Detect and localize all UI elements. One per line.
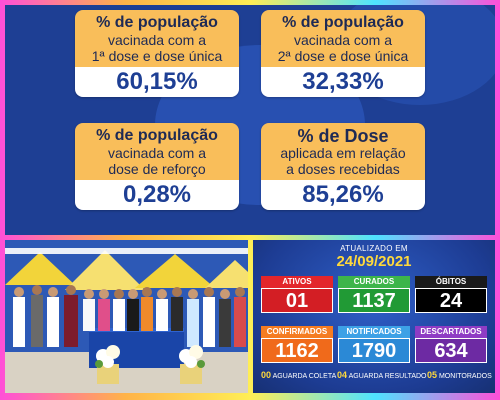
tile-confirmados: CONFIRMADOS 1162: [261, 326, 333, 363]
card-heading: % de Dose: [297, 126, 389, 146]
tile-label: ÓBITOS: [415, 276, 487, 288]
card-line: 2ª dose e dose única: [277, 48, 409, 64]
card-heading: % de população: [96, 127, 218, 144]
footer-text: AGUARDA RESULTADO: [348, 373, 427, 380]
updated-label: ATUALIZADO EM: [340, 244, 408, 253]
footer-text: MONITORADOS: [438, 373, 492, 380]
card-line: 1ª dose e dose única: [91, 48, 223, 64]
footer-text: AGUARDA COLETA: [272, 373, 337, 380]
tile-value: 01: [261, 288, 333, 313]
card-line: a doses recebidas: [286, 161, 400, 177]
tile-label: CONFIRMADOS: [261, 326, 333, 338]
footer-count: 00: [261, 370, 272, 380]
card-line: aplicada em relação: [280, 145, 406, 161]
tile-obitos: ÓBITOS 24: [415, 276, 487, 313]
footer-count: 04: [337, 370, 348, 380]
tile-notificados: NOTIFICADOS 1790: [338, 326, 410, 363]
card-value: 0,28%: [75, 180, 239, 210]
tile-curados: CURADOS 1137: [338, 276, 410, 313]
tile-label: NOTIFICADOS: [338, 326, 410, 338]
group-photo: [5, 240, 248, 393]
tile-descartados: DESCARTADOS 634: [415, 326, 487, 363]
tile-label: ATIVOS: [261, 276, 333, 288]
vaccination-stats-panel: % de população vacinada com a 1ª dose e …: [5, 5, 495, 235]
footer-monitorados: 05 MONITORADOS: [427, 370, 492, 380]
card-heading: % de população: [96, 14, 218, 31]
stat-card-second-dose: % de população vacinada com a 2ª dose e …: [261, 10, 425, 97]
group-photo-illustration: [5, 240, 248, 393]
tile-label: CURADOS: [338, 276, 410, 288]
stat-card-doses-applied: % de Dose aplicada em relação a doses re…: [261, 123, 425, 210]
tile-value: 1162: [261, 338, 333, 363]
card-line: vacinada com a: [107, 145, 207, 161]
tile-value: 24: [415, 288, 487, 313]
tile-value: 1790: [338, 338, 410, 363]
tile-value: 634: [415, 338, 487, 363]
footer-aguarda-resultado: 04 AGUARDA RESULTADO: [337, 370, 427, 380]
update-date: 24/09/2021: [336, 253, 412, 270]
stat-card-booster-dose: % de população vacinada com a dose de re…: [75, 123, 239, 210]
card-heading: % de população: [282, 14, 404, 31]
footer-count: 05: [427, 370, 438, 380]
stat-card-first-dose: % de população vacinada com a 1ª dose e …: [75, 10, 239, 97]
tile-label: DESCARTADOS: [415, 326, 487, 338]
covid-bulletin: ATUALIZADO EM 24/09/2021 ATIVOS 01 CURAD…: [253, 240, 495, 393]
card-line: dose de reforço: [108, 161, 206, 177]
card-value: 60,15%: [75, 67, 239, 97]
tile-value: 1137: [338, 288, 410, 313]
card-value: 85,26%: [261, 180, 425, 210]
card-line: vacinada com a: [107, 32, 207, 48]
card-line: vacinada com a: [293, 32, 393, 48]
tile-ativos: ATIVOS 01: [261, 276, 333, 313]
footer-aguarda-coleta: 00 AGUARDA COLETA: [261, 370, 336, 380]
card-value: 32,33%: [261, 67, 425, 97]
